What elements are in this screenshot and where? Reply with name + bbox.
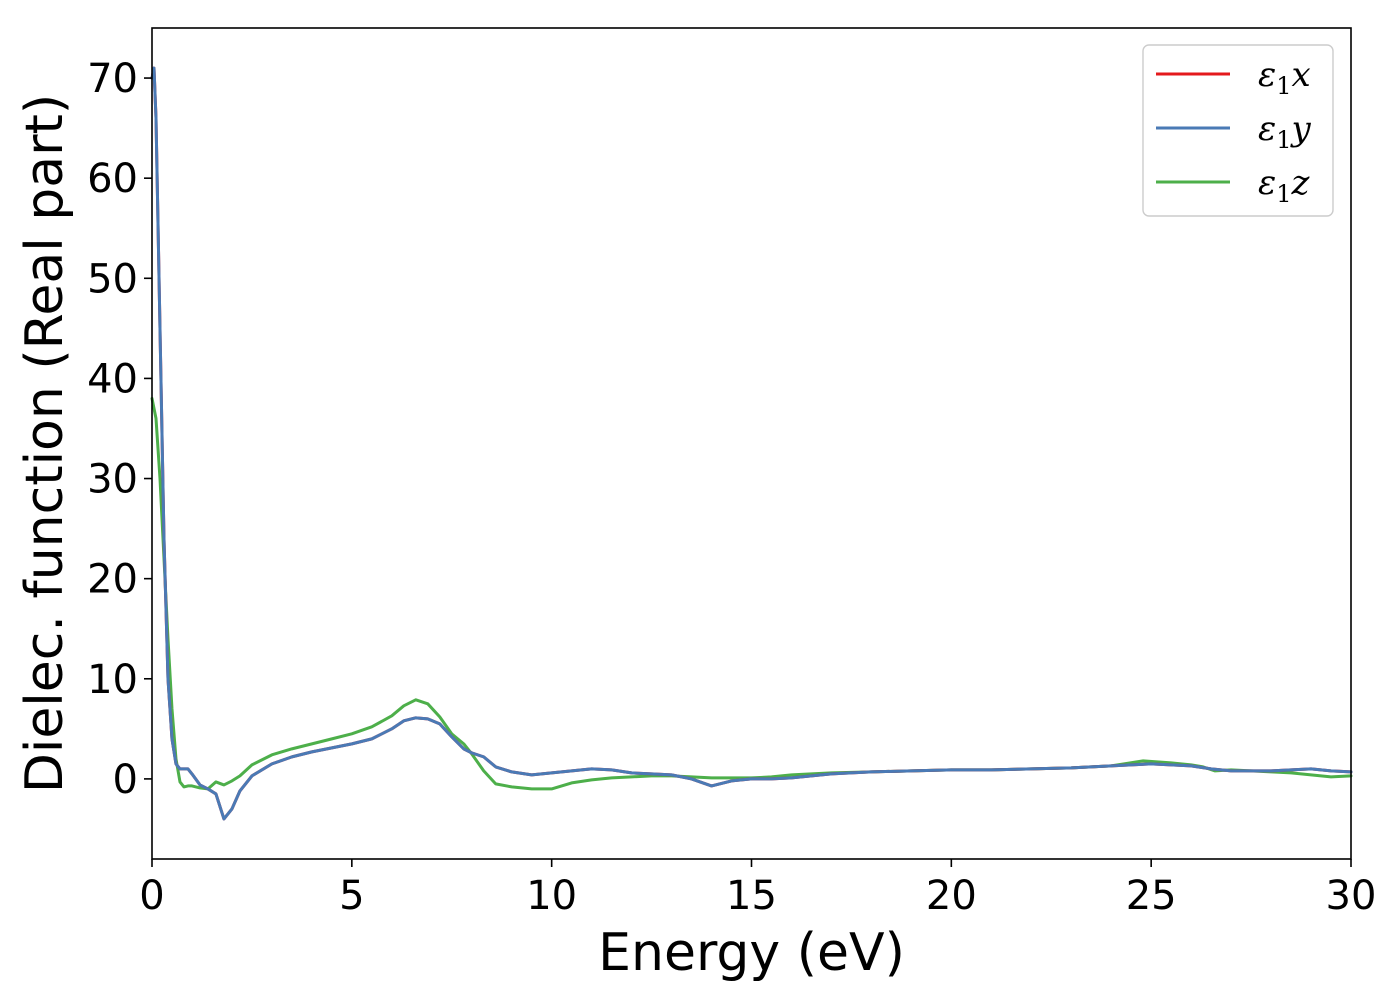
y-tick-label: 60 — [87, 156, 138, 202]
legend: ε1x ε1y ε1z — [1142, 44, 1334, 217]
x-tick-label: 10 — [526, 873, 577, 919]
series-line-y — [150, 66, 1353, 821]
y-tick-label: 10 — [87, 657, 138, 703]
x-tick-label: 20 — [926, 873, 977, 919]
legend-label-y: ε1y — [1258, 109, 1312, 154]
y-tick-label: 20 — [87, 557, 138, 603]
legend-label-z: ε1z — [1258, 163, 1311, 208]
y-axis: 0 10 20 30 40 50 60 70 — [87, 56, 152, 803]
x-tick-label: 0 — [139, 873, 164, 919]
series-layer — [150, 66, 1353, 821]
x-tick-label: 15 — [726, 873, 777, 919]
x-tick-label: 25 — [1126, 873, 1177, 919]
x-tick-label: 5 — [339, 873, 364, 919]
legend-label-x: ε1x — [1258, 55, 1311, 100]
x-tick-label: 30 — [1326, 873, 1377, 919]
y-tick-label: 40 — [87, 356, 138, 402]
x-axis-label: Energy (eV) — [598, 923, 905, 983]
y-tick-label: 0 — [113, 757, 138, 803]
legend-box — [1142, 44, 1334, 217]
x-axis: 0 5 10 15 20 25 30 — [139, 859, 1376, 919]
y-tick-label: 30 — [87, 457, 138, 503]
y-tick-label: 50 — [87, 256, 138, 302]
y-tick-label: 70 — [87, 56, 138, 102]
y-axis-label: Dielec. function (Real part) — [15, 94, 75, 793]
